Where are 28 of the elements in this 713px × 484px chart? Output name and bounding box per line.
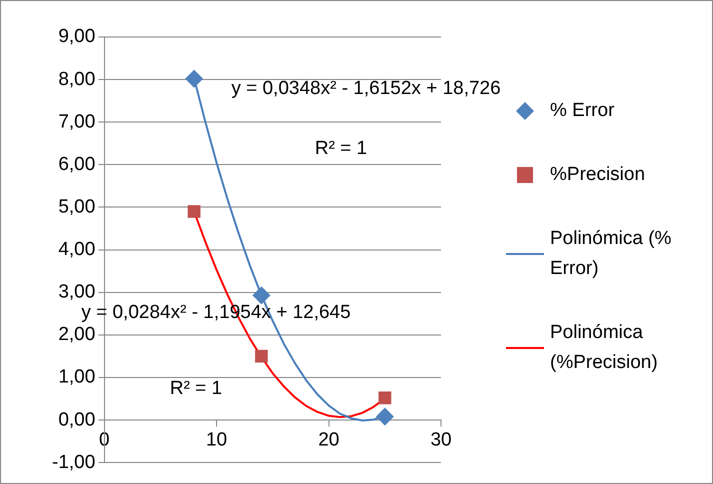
x-tick-label: 20 <box>318 430 340 451</box>
y-tick-label: 9,00 <box>58 26 96 48</box>
x-tick-label: 0 <box>99 430 110 451</box>
y-tick-label: 7,00 <box>58 111 96 132</box>
y-tick-label: -1,00 <box>52 452 96 473</box>
x-tick-label: 10 <box>206 430 228 451</box>
legend-label: %Precision <box>550 163 646 187</box>
y-tick-label: 8,00 <box>58 68 96 90</box>
y-tick-label: 2,00 <box>58 324 96 346</box>
annotation: R² = 1 <box>170 378 222 400</box>
legend-label: % Error <box>550 99 616 123</box>
point <box>255 350 268 363</box>
y-tick-label: 1,00 <box>58 366 96 388</box>
y-tick-label: 6,00 <box>58 154 96 175</box>
y-tick-label: 5,00 <box>58 196 96 218</box>
y-tick-label: 4,00 <box>58 239 96 260</box>
point <box>188 205 200 218</box>
legend-label: Polinómica (%Precision) <box>550 321 659 375</box>
y-tick-label: 0,00 <box>58 409 96 430</box>
y-tick-label: 3,00 <box>58 282 96 303</box>
annotation: y = 0,0348x² - 1,6152x + 18,726 <box>231 78 501 100</box>
annotation: R² = 1 <box>314 138 368 160</box>
point <box>376 408 394 426</box>
point <box>185 70 204 88</box>
x-tick-label: 30 <box>430 430 452 451</box>
legend-label: Polinómica (% Error) <box>550 227 672 281</box>
point <box>378 392 392 404</box>
point <box>252 286 270 304</box>
